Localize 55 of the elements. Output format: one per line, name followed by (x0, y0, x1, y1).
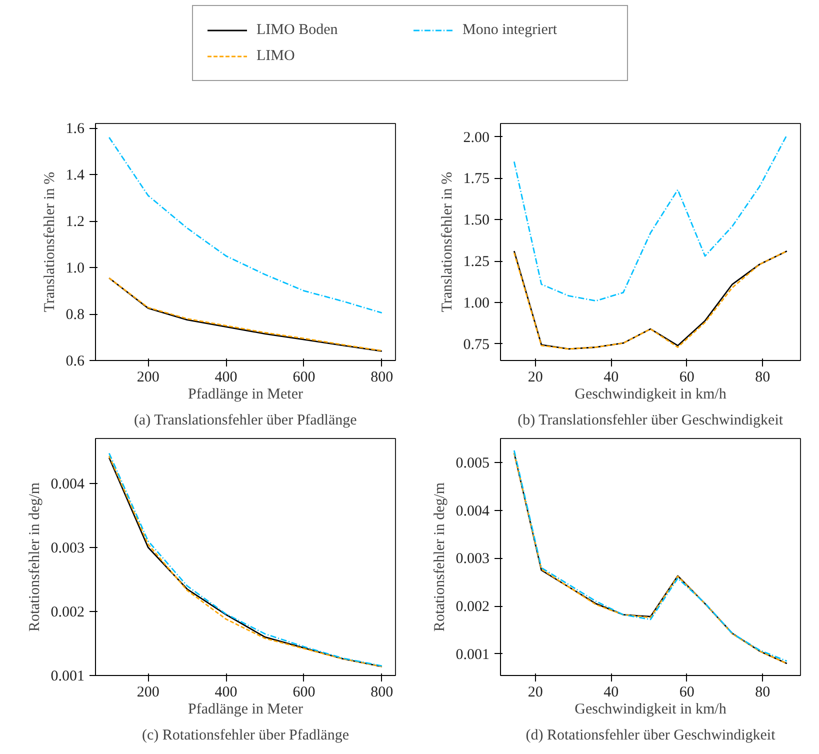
text: (d) Rotationsfehler über Geschwindigkeit (526, 728, 776, 744)
x-tick-label: 600 (292, 370, 316, 386)
x-axis-title: Geschwindigkeit in km/h (574, 702, 727, 718)
x-tick-label: 800 (370, 684, 394, 700)
x-axis-title: Pfadlänge in Meter (188, 702, 303, 718)
y-tick-label: 1.4 (66, 168, 85, 184)
y-tick-label: 0.001 (50, 668, 84, 684)
y-tick-label: 0.004 (456, 503, 490, 520)
y-axis-title: Rotationsfehler in deg/m (26, 482, 43, 632)
y-axis-title: Rotationsfehler in deg/m (432, 482, 448, 632)
y-tick-label: 0.003 (456, 551, 490, 568)
x-tick-label: 80 (755, 684, 770, 700)
y-axis-title: Translationsfehler in % (42, 172, 58, 312)
y-tick-label: 0.75 (463, 336, 490, 353)
y-axis-title: Translationsfehler in % (439, 172, 456, 312)
legend-label: Mono integriert (462, 22, 558, 38)
x-tick-label: 20 (528, 370, 543, 386)
y-tick-label: 0.005 (456, 455, 490, 472)
x-tick-label: 800 (370, 370, 394, 386)
x-tick-label: 20 (528, 684, 543, 700)
y-tick-label: 0.6 (66, 354, 85, 370)
y-tick-label: 0.004 (50, 476, 85, 492)
y-tick-label: 0.001 (456, 646, 490, 663)
x-tick-label: 600 (292, 684, 316, 700)
x-axis-title: Geschwindigkeit in km/h (574, 386, 727, 402)
text: (b) Translationsfehler über Geschwindigkeit (518, 412, 784, 428)
y-tick-label: 0.8 (66, 307, 84, 324)
x-tick-label: 80 (755, 370, 770, 386)
y-tick-label: 0.003 (50, 540, 84, 556)
legend-label: LIMO Boden (256, 22, 339, 38)
y-tick-label: 1.6 (66, 121, 85, 138)
y-tick-label: 1.2 (66, 214, 84, 230)
y-tick-label: 1.75 (463, 171, 490, 188)
x-tick-label: 40 (604, 684, 619, 700)
y-tick-label: 1.25 (463, 254, 490, 270)
x-tick-label: 200 (136, 370, 160, 386)
x-tick-label: 40 (604, 370, 619, 386)
legend-label: LIMO (256, 48, 296, 64)
x-tick-label: 200 (136, 684, 160, 700)
x-tick-label: 60 (679, 684, 694, 700)
y-tick-label: 1.00 (463, 295, 490, 312)
y-tick-label: 0.002 (456, 599, 490, 616)
y-tick-label: 1.50 (463, 212, 490, 229)
line-series (513, 250, 788, 350)
line-series (108, 136, 383, 314)
y-tick-label: 1.0 (66, 260, 84, 277)
text: (a) Translationsfehler über Pfadlänge (134, 412, 358, 428)
line-series (513, 134, 788, 302)
text: (c) Rotationsfehler über Pfadlänge (142, 728, 350, 744)
x-axis-title: Pfadlänge in Meter (188, 386, 303, 402)
y-tick-label: 2.00 (463, 130, 490, 146)
x-tick-label: 400 (214, 684, 238, 700)
x-tick-label: 60 (679, 370, 694, 386)
x-tick-label: 400 (214, 370, 238, 386)
y-tick-label: 0.002 (50, 604, 84, 620)
